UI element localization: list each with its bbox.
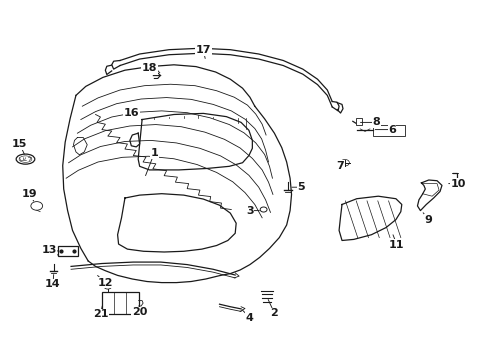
Text: 19: 19 <box>22 189 37 199</box>
Text: 10: 10 <box>450 179 466 189</box>
Text: 13: 13 <box>41 245 57 255</box>
Text: 2: 2 <box>270 308 278 318</box>
Text: 11: 11 <box>389 240 405 250</box>
Text: 3: 3 <box>246 206 254 216</box>
Text: 20: 20 <box>132 307 147 318</box>
Text: 8: 8 <box>372 117 380 127</box>
Text: 6: 6 <box>388 125 396 135</box>
Text: 1: 1 <box>150 148 158 158</box>
Text: 17: 17 <box>196 45 211 55</box>
Text: 15: 15 <box>12 139 27 149</box>
Text: 4: 4 <box>246 312 254 323</box>
Text: 16: 16 <box>123 108 139 118</box>
Text: 5: 5 <box>297 182 305 192</box>
Text: 12: 12 <box>98 278 113 288</box>
Text: 18: 18 <box>142 63 157 73</box>
Text: 9: 9 <box>425 215 433 225</box>
Text: 7: 7 <box>337 161 344 171</box>
Text: 14: 14 <box>45 279 61 289</box>
Text: 21: 21 <box>93 309 108 319</box>
